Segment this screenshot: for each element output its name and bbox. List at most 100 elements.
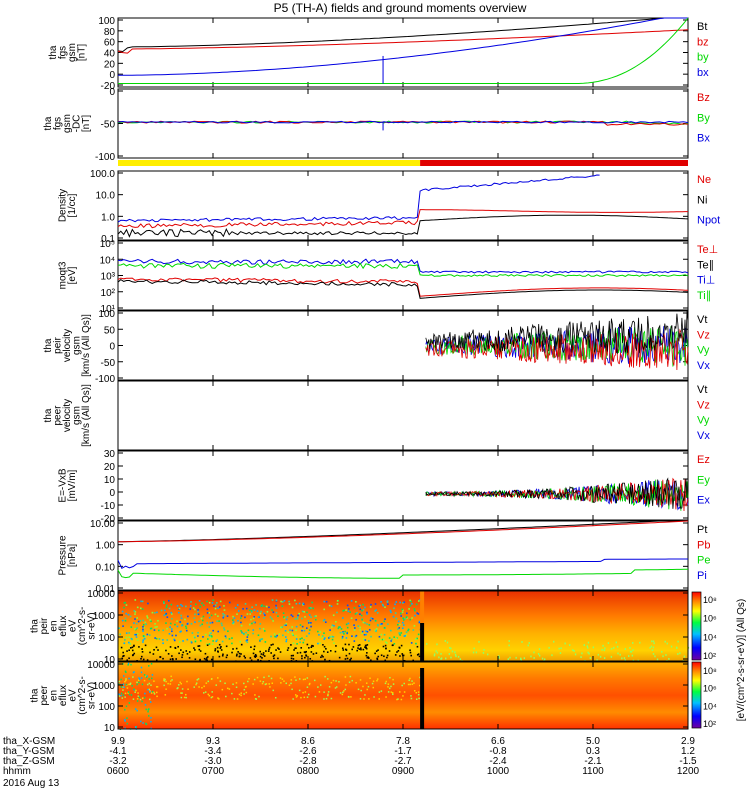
- spec-pixel: [298, 689, 301, 692]
- spec-pixel: [355, 601, 357, 603]
- spec-pixel: [128, 677, 130, 680]
- spec-pixel: [308, 632, 310, 635]
- spec-pixel: [292, 654, 294, 657]
- spec-pixel: [665, 654, 667, 656]
- spec-pixel: [165, 649, 167, 652]
- legend-ni: Ni: [697, 194, 707, 206]
- spec-pixel: [404, 635, 406, 637]
- spec-pixel: [217, 607, 219, 609]
- spec-pixel: [131, 649, 134, 652]
- spec-pixel: [351, 635, 353, 637]
- spec-pixel: [140, 600, 142, 603]
- ephemeris-value: 9.3: [206, 736, 220, 747]
- spec-pixel: [141, 683, 144, 686]
- spec-pixel: [142, 619, 144, 622]
- bx-trace: [118, 17, 688, 76]
- spec-pixel: [366, 623, 368, 625]
- ephemeris-value: 9.9: [111, 736, 125, 747]
- spec-pixel: [178, 684, 180, 686]
- ephemeris-value: -2.8: [299, 756, 317, 767]
- spec-pixel: [375, 630, 377, 633]
- spec-pixel: [153, 629, 156, 631]
- spec-pixel: [308, 607, 311, 609]
- spec-pixel: [199, 605, 202, 608]
- legend-npot: Npot: [697, 215, 720, 227]
- spec-pixel: [219, 600, 222, 603]
- spec-pixel: [613, 646, 615, 649]
- spec-pixel: [135, 689, 137, 692]
- spec-pixel: [311, 644, 313, 647]
- legend-vz: Vz: [697, 329, 710, 341]
- spec-pixel: [122, 686, 125, 688]
- spec-pixel: [336, 611, 338, 614]
- spec-pixel: [263, 605, 266, 608]
- spec-pixel: [244, 686, 247, 688]
- spec-pixel: [507, 658, 509, 661]
- spec-pixel: [151, 674, 154, 676]
- spec-pixel: [588, 652, 590, 655]
- spec-pixel: [147, 710, 149, 713]
- spec-pixel: [253, 655, 256, 658]
- spec-pixel: [323, 600, 326, 603]
- spec-pixel: [275, 607, 278, 609]
- spec-pixel: [271, 609, 273, 611]
- spec-pixel: [551, 654, 553, 657]
- spec-pixel: [133, 622, 135, 624]
- spec-pixel: [509, 656, 511, 659]
- y-tick-label: 10³: [101, 272, 116, 283]
- y-tick-label: 10⁵: [100, 239, 115, 250]
- spec-pixel: [169, 646, 172, 648]
- spec-pixel: [357, 625, 360, 627]
- y-tick-label: 0: [109, 342, 115, 353]
- spec-pixel: [290, 654, 293, 657]
- spec-pixel: [328, 637, 330, 639]
- spec-pixel: [345, 609, 347, 611]
- spec-pixel: [135, 636, 138, 638]
- spec-pixel: [148, 682, 151, 685]
- spec-pixel: [347, 610, 350, 613]
- spec-pixel: [262, 628, 265, 630]
- spec-pixel: [362, 621, 365, 624]
- ephemeris-value: 7.8: [396, 736, 410, 747]
- spec-pixel: [353, 607, 356, 609]
- spec-pixel: [129, 642, 132, 645]
- spec-pixel: [436, 643, 438, 646]
- spec-pixel: [162, 642, 164, 645]
- spec-pixel: [426, 643, 428, 645]
- spec-pixel: [385, 680, 388, 683]
- spec-pixel: [122, 651, 125, 654]
- bt-trace: [117, 17, 688, 53]
- spec-pixel: [181, 654, 184, 656]
- spec-pixel: [450, 647, 452, 650]
- spec-pixel: [397, 698, 399, 700]
- spec-pixel: [163, 614, 166, 617]
- spec-pixel: [197, 678, 200, 680]
- spec-pixel: [275, 604, 277, 607]
- spec-pixel: [124, 727, 126, 730]
- spec-pixel: [293, 649, 295, 651]
- spec-pixel: [141, 697, 144, 699]
- spec-pixel: [376, 612, 379, 614]
- spec-pixel: [624, 648, 627, 650]
- ephemeris-value: -4.1: [109, 746, 127, 757]
- spec-pixel: [147, 709, 150, 711]
- spec-pixel: [222, 653, 224, 656]
- spec-pixel: [392, 644, 394, 646]
- legend-bx: Bx: [697, 133, 710, 145]
- spec-pixel: [377, 655, 380, 658]
- spec-pixel: [149, 619, 151, 621]
- spec-pixel: [324, 675, 326, 678]
- spec-pixel: [120, 694, 122, 697]
- spec-pixel: [142, 635, 145, 637]
- spec-pixel: [273, 633, 276, 635]
- spec-pixel: [300, 647, 303, 649]
- y-tick-label: 10: [104, 723, 116, 734]
- spec-pixel: [167, 682, 169, 685]
- spec-pixel: [125, 612, 128, 615]
- spec-pixel: [375, 650, 378, 652]
- y-axis-label: E=-VxB[mV/m]: [57, 468, 78, 503]
- spec-pixel: [391, 692, 394, 694]
- spec-pixel: [627, 655, 630, 657]
- spec-pixel: [216, 620, 218, 623]
